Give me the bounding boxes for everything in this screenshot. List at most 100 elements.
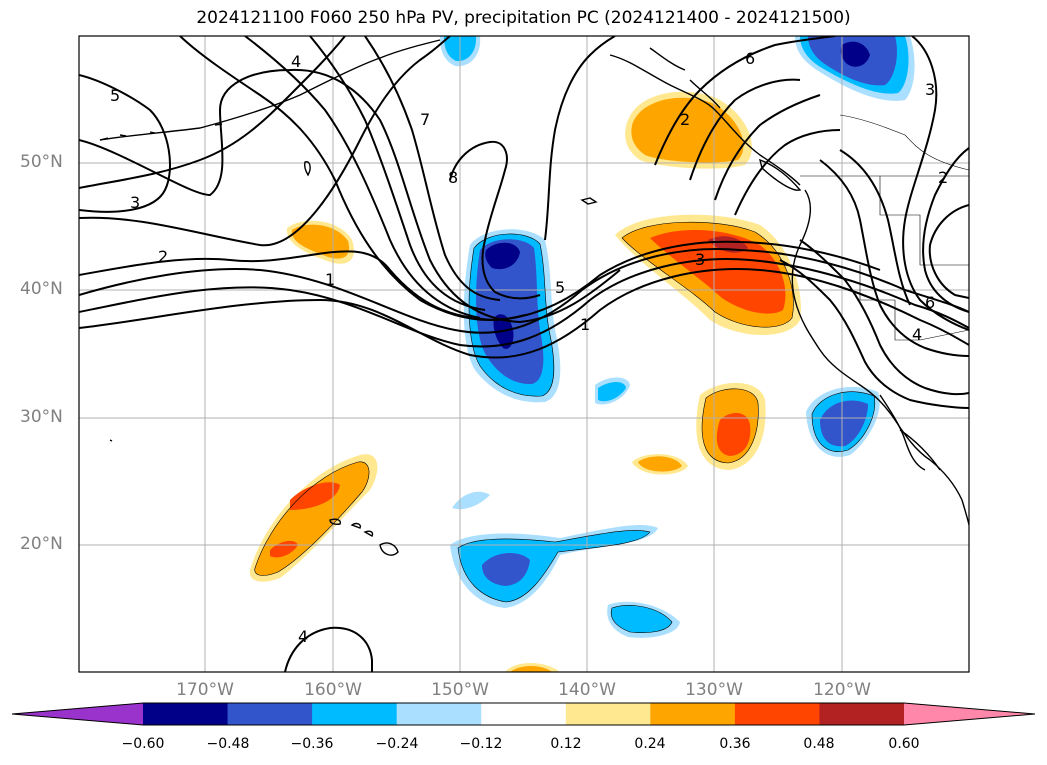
aleutian-dots (99, 123, 223, 141)
contour-label: 6 (925, 293, 935, 312)
alaska-panhandle-coast (609, 54, 801, 186)
hawaii-island (379, 542, 399, 556)
contour-label: 1 (580, 315, 590, 334)
map-title: 2024121100 F060 250 hPa PV, precipitatio… (196, 8, 851, 28)
contour-label: 1 (325, 270, 335, 289)
contour-label: 8 (448, 168, 458, 187)
lat-label-20n: 20°N (20, 534, 63, 554)
lon-label-150w: 150°W (431, 680, 489, 700)
contour-label: 4 (298, 627, 308, 646)
contour-labels: 5 4 3 2 7 8 6 3 2 1 5 3 1 2 6 4 4 (110, 49, 948, 646)
contour-label: 3 (130, 193, 140, 212)
colorbar (11, 702, 1036, 726)
pv-contour (79, 36, 451, 247)
interior-border-2 (800, 175, 969, 266)
colorbar-extend-low (12, 703, 143, 725)
pv-contour (309, 36, 486, 311)
colorbar-tick: −0.36 (290, 736, 334, 752)
colorbar-swatch (143, 703, 229, 725)
precip-negative-region (820, 400, 868, 447)
colorbar-swatch (481, 703, 567, 725)
pv-contour (449, 140, 541, 300)
precip-negative-region (840, 41, 870, 67)
pv-contour (734, 129, 841, 216)
precip-positive-region (510, 666, 552, 672)
pv-contour (799, 239, 969, 396)
pv-contour (79, 36, 346, 189)
vancouver-island (759, 158, 802, 191)
precip-positive-region (638, 456, 682, 472)
pv-contour (79, 74, 171, 213)
contour-label: 2 (158, 247, 168, 266)
colorbar-swatch (565, 703, 651, 725)
pv-contour (79, 248, 969, 334)
contour-label: 3 (695, 250, 705, 269)
pv-contour (244, 36, 481, 319)
hawaii-islands-small (329, 518, 374, 537)
pv-contour (902, 36, 969, 331)
precip-positive-region (708, 236, 748, 253)
contour-label: 2 (938, 168, 948, 187)
pv-contours (79, 36, 969, 672)
colorbar-tick: 0.24 (634, 736, 666, 752)
lat-label-50n: 50°N (20, 152, 63, 172)
map-panel: 5 4 3 2 7 8 6 3 2 1 5 3 1 2 6 4 4 (78, 35, 970, 673)
precip-positive-region (716, 413, 751, 456)
colorbar-swatch (227, 703, 313, 725)
precip-positive-region (631, 97, 744, 163)
colorbar-tick: 0.48 (803, 736, 835, 752)
precip-positive-region (290, 482, 340, 510)
pv-contour (689, 78, 801, 181)
colorbar-tick: 0.60 (888, 736, 920, 752)
lon-label-120w: 120°W (813, 680, 871, 700)
pv-contour (779, 259, 969, 409)
map-frame (78, 35, 970, 673)
colorbar-tick: −0.24 (375, 736, 419, 752)
pv-contour (79, 68, 621, 324)
pv-contour (819, 159, 969, 357)
pv-contour (179, 36, 526, 321)
dot-island (109, 439, 113, 442)
isolated-island (580, 197, 598, 205)
colorbar-extend-high (904, 703, 1035, 725)
lon-label-140w: 140°W (558, 680, 616, 700)
precip-negative-region (452, 491, 490, 510)
lat-label-30n: 30°N (20, 407, 63, 427)
lon-label-170w: 170°W (176, 680, 234, 700)
gridlines (79, 36, 969, 672)
contour-label: 5 (555, 278, 565, 297)
lon-label-160w: 160°W (304, 680, 362, 700)
pv-contour (79, 268, 969, 359)
colorbar-tick: 0.12 (550, 736, 582, 752)
pv-contour (544, 36, 616, 241)
precip-positive-region (291, 224, 350, 259)
colorbar-outline (11, 702, 1036, 726)
colorbar-tick: 0.36 (719, 736, 751, 752)
contour-label: 6 (745, 49, 755, 68)
colorbar-swatch (650, 703, 736, 725)
precip-negative-region (485, 242, 520, 270)
colorbar-tick: −0.60 (121, 736, 165, 752)
north-america-west-coast (791, 189, 969, 526)
colorbar-swatch (396, 703, 482, 725)
lat-label-40n: 40°N (20, 279, 63, 299)
precip-negative-region (476, 239, 544, 385)
pv-contour (928, 204, 969, 299)
pv-contour (284, 626, 373, 672)
pv-contour (654, 36, 836, 166)
contour-label: 5 (110, 86, 120, 105)
colorbar-tick: −0.12 (459, 736, 503, 752)
precip-negative-region (482, 553, 530, 586)
contour-label: 4 (912, 325, 922, 344)
colorbar-swatch (734, 703, 820, 725)
precip-outlines (254, 221, 876, 633)
precip-negative-shading (440, 36, 915, 638)
precip-negative-region (598, 382, 626, 402)
precip-negative-region (611, 605, 672, 633)
pv-contour (714, 94, 821, 201)
colorbar-tick: −0.48 (206, 736, 250, 752)
interior-border-1 (839, 114, 969, 171)
pv-contour (922, 147, 969, 313)
pv-contour (364, 36, 501, 301)
coastlines (99, 39, 969, 556)
